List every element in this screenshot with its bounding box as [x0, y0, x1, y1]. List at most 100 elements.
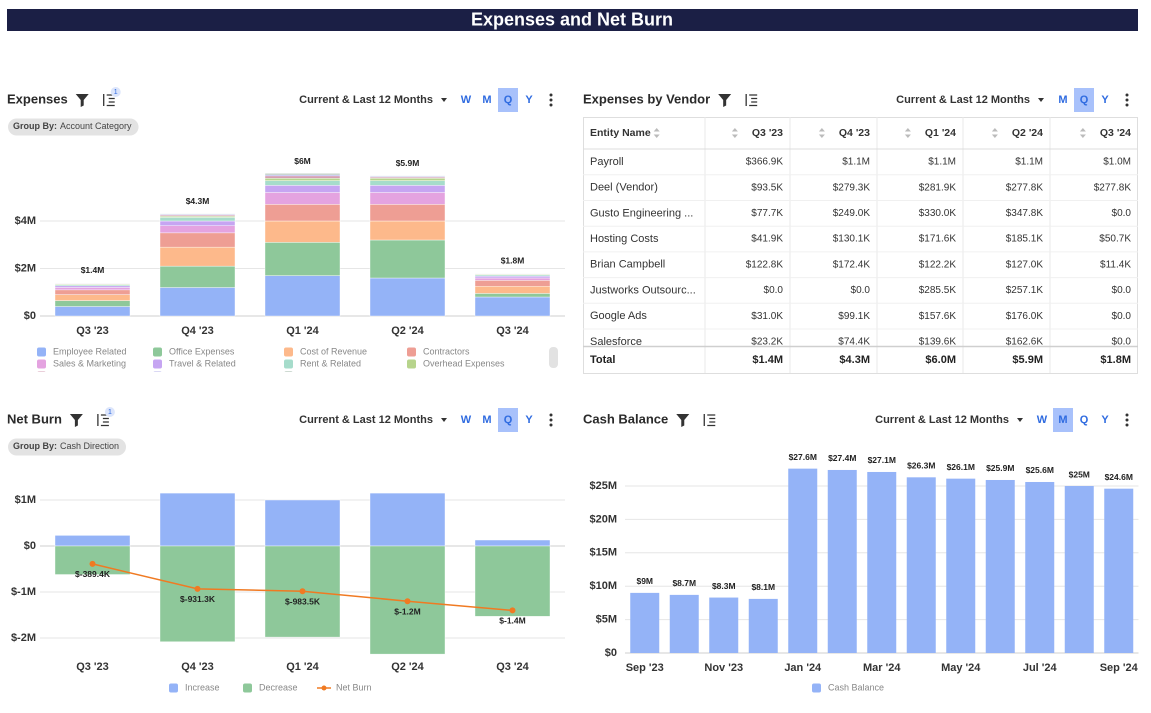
sort-icon[interactable] — [818, 128, 825, 138]
table-cell: $1.1M — [1015, 157, 1043, 168]
menu-dot[interactable] — [1125, 418, 1129, 422]
menu-dot[interactable] — [1125, 98, 1129, 102]
period-option[interactable]: W — [1037, 414, 1048, 426]
menu-dot[interactable] — [1125, 103, 1129, 107]
column-header[interactable]: Q2 '24 — [1012, 127, 1043, 139]
column-header[interactable]: Entity Name — [590, 127, 651, 139]
period-option[interactable]: Q — [504, 94, 513, 106]
legend-label[interactable]: Contractors — [423, 346, 470, 356]
value-label: $9M — [636, 576, 653, 586]
sort-icon[interactable] — [653, 128, 660, 138]
menu-dot[interactable] — [549, 418, 553, 422]
x-tick-label: Q3 '23 — [76, 325, 109, 337]
group-icon[interactable] — [103, 94, 115, 107]
period-option[interactable]: M — [1058, 94, 1067, 106]
legend-label[interactable]: Corporate Expenses — [300, 370, 383, 380]
legend-label[interactable]: Office Expenses — [169, 346, 235, 356]
menu-dot[interactable] — [1125, 413, 1129, 417]
period-option[interactable]: Q — [1080, 414, 1089, 426]
legend-label[interactable]: Overhead Expenses — [423, 358, 505, 368]
value-label: $25.6M — [1026, 465, 1054, 475]
y-tick-label: $-2M — [11, 632, 36, 644]
period-select[interactable]: Current & Last 12 Months — [875, 414, 1009, 426]
legend-label[interactable]: Increase — [185, 682, 220, 692]
dropdown-arrow[interactable] — [441, 98, 447, 102]
legend-label[interactable]: Cash Balance — [828, 682, 884, 692]
menu-dot[interactable] — [549, 93, 553, 97]
line-point — [509, 607, 516, 614]
filter-icon[interactable] — [69, 414, 83, 427]
table-cell: Salesforce — [590, 336, 642, 348]
period-option[interactable]: Y — [525, 414, 533, 426]
period-option[interactable]: M — [482, 94, 491, 106]
sort-icon[interactable] — [731, 128, 738, 138]
dropdown-arrow[interactable] — [441, 418, 447, 422]
menu-dot[interactable] — [549, 423, 553, 427]
menu-dot[interactable] — [1125, 93, 1129, 97]
dropdown-arrow[interactable] — [1017, 418, 1023, 422]
period-option[interactable]: Q — [1080, 94, 1089, 106]
column-header[interactable]: Q1 '24 — [925, 127, 956, 139]
legend-label[interactable]: Sales & Marketing — [53, 358, 126, 368]
bar-segment — [867, 471, 897, 653]
period-option[interactable]: Q — [504, 414, 513, 426]
menu-dot[interactable] — [1125, 423, 1129, 427]
menu-dot[interactable] — [549, 103, 553, 107]
legend-label[interactable]: Professional Services — [169, 370, 256, 380]
period-option[interactable]: M — [482, 414, 491, 426]
period-select[interactable]: Current & Last 12 Months — [299, 94, 433, 106]
group-icon[interactable] — [703, 414, 716, 427]
menu-dot[interactable] — [549, 413, 553, 417]
x-tick-label: Q1 '24 — [286, 661, 319, 673]
legend-label[interactable]: Employee Related — [53, 346, 127, 356]
column-header[interactable]: Q3 '24 — [1100, 127, 1131, 139]
sort-icon[interactable] — [991, 128, 998, 138]
bar-segment — [474, 296, 551, 317]
table-cell: Brian Campbell — [590, 259, 665, 271]
table-cell: $281.9K — [919, 182, 957, 193]
table-cell: $0.0 — [1112, 285, 1132, 296]
menu-dot[interactable] — [549, 98, 553, 102]
legend-label[interactable]: Rent & Related — [300, 358, 361, 368]
period-option[interactable]: W — [461, 94, 472, 106]
filter-icon[interactable] — [75, 94, 89, 107]
table-cell: $157.6K — [919, 311, 957, 322]
column-header[interactable]: Q3 '23 — [752, 127, 783, 139]
group-icon[interactable] — [97, 414, 109, 427]
period-select[interactable]: Current & Last 12 Months — [896, 94, 1030, 106]
dropdown-arrow[interactable] — [1038, 98, 1044, 102]
period-select[interactable]: Current & Last 12 Months — [299, 414, 433, 426]
bar-segment — [54, 294, 131, 301]
period-option[interactable]: W — [461, 414, 472, 426]
table-cell: $0.0 — [851, 285, 871, 296]
sort-icon[interactable] — [904, 128, 911, 138]
period-option[interactable]: M — [1058, 414, 1067, 426]
x-tick-label: May '24 — [941, 662, 981, 674]
x-tick-label: Q4 '23 — [181, 325, 214, 337]
legend-label[interactable]: Decrease — [259, 682, 298, 692]
filter-icon[interactable] — [676, 414, 690, 427]
y-tick-label: $-1M — [11, 586, 36, 598]
table-cell: $130.1K — [833, 234, 871, 245]
table-frame — [583, 117, 1138, 374]
filter-icon[interactable] — [718, 94, 732, 107]
table-cell: $347.8K — [1006, 208, 1044, 219]
period-option[interactable]: Y — [1101, 414, 1109, 426]
bar-segment — [369, 204, 446, 222]
legend-swatch — [169, 683, 178, 693]
legend-label[interactable]: Other Expenses — [53, 370, 118, 380]
group-icon[interactable] — [745, 94, 758, 107]
bar-segment — [264, 178, 341, 181]
table-cell: $74.4K — [838, 337, 870, 348]
legend-label[interactable]: Cost of Revenue — [300, 346, 367, 356]
legend-label[interactable]: Travel & Related — [169, 358, 236, 368]
period-option[interactable]: Y — [525, 94, 533, 106]
table-cell: Justworks Outsourc... — [590, 284, 696, 296]
period-option[interactable]: Y — [1101, 94, 1109, 106]
active-period — [498, 408, 518, 432]
column-header[interactable]: Q4 '23 — [839, 127, 870, 139]
legend-scrollbar[interactable] — [549, 347, 558, 368]
legend-label[interactable]: Net Burn — [336, 682, 372, 692]
sort-icon[interactable] — [1079, 128, 1086, 138]
x-tick-label: Q3 '24 — [496, 325, 529, 337]
